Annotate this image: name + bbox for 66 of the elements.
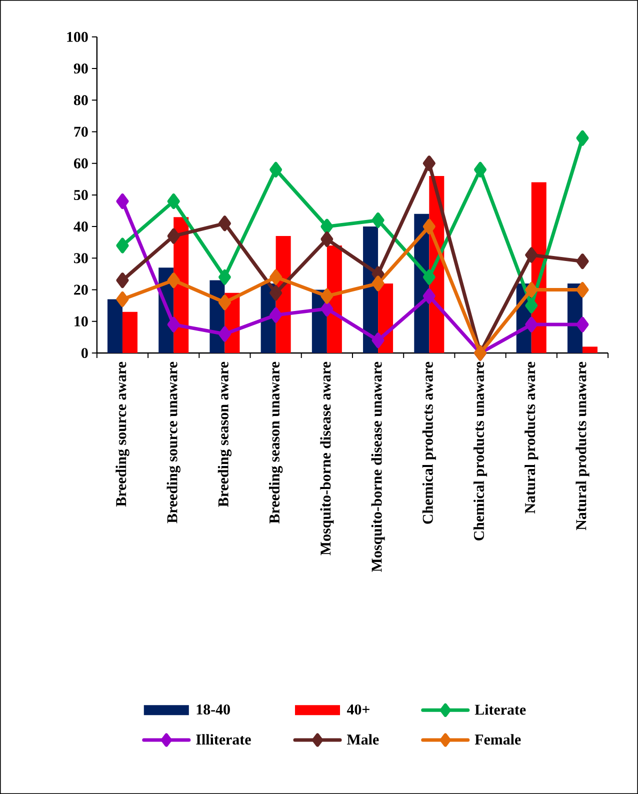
point xyxy=(422,269,436,285)
y-tick-label: 50 xyxy=(74,190,88,200)
point xyxy=(576,254,589,270)
point xyxy=(422,156,436,172)
x-tick-label: Mosquito-borne disease aware xyxy=(320,362,334,556)
point xyxy=(372,212,384,228)
y-tick-label: 60 xyxy=(74,158,88,168)
point xyxy=(422,218,436,234)
legend-label: 18-40 xyxy=(196,704,230,715)
point xyxy=(372,332,384,348)
y-tick-label: 90 xyxy=(74,63,88,74)
x-tick-label: Natural products unaware xyxy=(576,362,590,530)
bar xyxy=(107,299,122,353)
point xyxy=(218,326,231,342)
x-tick-label: Chemical products unaware xyxy=(474,362,488,540)
point xyxy=(167,228,180,244)
point xyxy=(167,272,180,288)
point xyxy=(116,194,129,210)
point xyxy=(167,194,180,210)
point xyxy=(218,294,231,310)
point xyxy=(576,282,589,298)
x-tick-label: Breeding source aware xyxy=(116,362,130,507)
point xyxy=(525,247,538,263)
point xyxy=(116,272,129,288)
point xyxy=(422,288,436,304)
point xyxy=(116,238,129,254)
point xyxy=(270,162,282,178)
legend-label: Male xyxy=(347,734,379,745)
x-tick-label: Breeding season unaware xyxy=(269,362,283,524)
x-tick-label: Breeding source unaware xyxy=(166,362,180,524)
point xyxy=(525,316,538,332)
y-tick-label: 100 xyxy=(67,32,88,42)
bar xyxy=(122,312,138,353)
point xyxy=(116,292,129,308)
legend-label: Illiterate xyxy=(196,734,251,745)
point xyxy=(167,316,180,332)
point xyxy=(372,276,384,292)
point xyxy=(270,307,282,323)
point xyxy=(576,130,589,146)
y-tick-label: 0 xyxy=(82,348,88,358)
bar xyxy=(582,346,598,353)
point xyxy=(474,162,487,178)
point xyxy=(576,316,589,332)
y-tick-label: 80 xyxy=(74,95,88,106)
point xyxy=(218,269,231,285)
point xyxy=(525,282,538,298)
legend-label: Female xyxy=(474,734,521,745)
point xyxy=(270,285,282,301)
y-tick-label: 10 xyxy=(74,316,88,326)
y-tick-label: 70 xyxy=(74,126,88,137)
y-tick-label: 20 xyxy=(74,284,88,295)
legend-label: Literate xyxy=(474,704,526,715)
legend-label: 40+ xyxy=(346,704,370,715)
point xyxy=(320,300,334,316)
x-tick-label: Mosquito-borne disease unaware xyxy=(371,362,385,572)
y-tick-label: 40 xyxy=(74,222,88,232)
x-tick-label: Chemical products aware xyxy=(422,362,436,524)
point xyxy=(218,216,231,232)
x-tick-label: Natural products aware xyxy=(524,362,538,514)
point xyxy=(320,231,334,247)
point xyxy=(320,288,334,304)
point xyxy=(525,298,538,314)
point xyxy=(270,269,282,285)
point xyxy=(320,218,334,234)
x-tick-label: Breeding season aware xyxy=(218,362,232,507)
y-tick-label: 30 xyxy=(74,253,88,264)
